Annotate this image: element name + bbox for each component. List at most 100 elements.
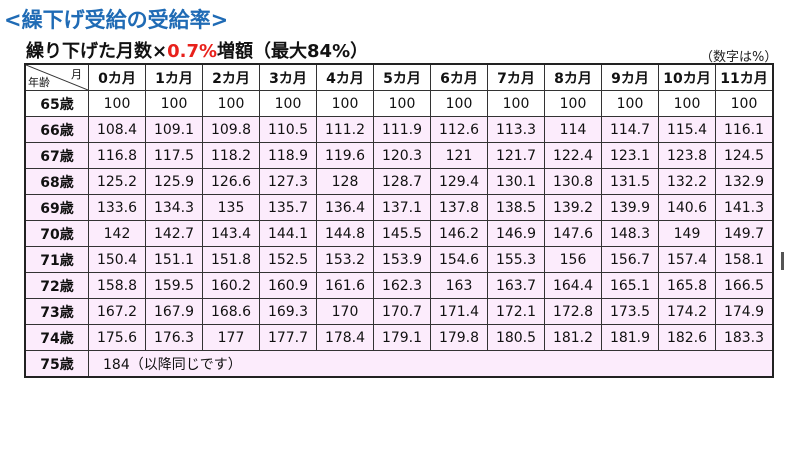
rate-cell: 160.2	[202, 272, 260, 299]
rate-cell: 145.5	[373, 220, 431, 247]
table-row: 68歳 125.2 125.9 126.6 127.3 128 128.7 129.4 130.…	[24, 168, 774, 195]
rate-cell: 139.9	[601, 194, 659, 221]
corner-age-label: 年齢	[28, 76, 50, 89]
age-label: 68歳	[24, 168, 89, 195]
rate-cell: 121	[430, 142, 488, 169]
rate-cell: 137.8	[430, 194, 488, 221]
rate-cell: 144.1	[259, 220, 317, 247]
rate-cell: 100	[658, 90, 716, 117]
rate-cell: 176.3	[145, 324, 203, 351]
rate-cell: 182.6	[658, 324, 716, 351]
table-row: 74歳 175.6 176.3 177 177.7 178.4 179.1 179.8 180.…	[24, 324, 774, 351]
rate-cell: 159.5	[145, 272, 203, 299]
rate-cell: 162.3	[373, 272, 431, 299]
rate-cell: 126.6	[202, 168, 260, 195]
rate-cell: 144.8	[316, 220, 374, 247]
rate-cell: 108.4	[88, 116, 146, 143]
rate-cell: 100	[430, 90, 488, 117]
rate-cell: 174.9	[715, 298, 774, 325]
rate-cell: 178.4	[316, 324, 374, 351]
rate-cell: 172.1	[487, 298, 545, 325]
rate-cell: 118.2	[202, 142, 260, 169]
rate-cell: 146.2	[430, 220, 488, 247]
rate-cell: 128	[316, 168, 374, 195]
rate-cell: 121.7	[487, 142, 545, 169]
rate-cell: 158.1	[715, 246, 774, 273]
rate-cell: 133.6	[88, 194, 146, 221]
diagonal-line-icon	[26, 65, 88, 90]
rate-cell: 114	[544, 116, 602, 143]
rate-highlight: 0.7%	[167, 41, 218, 62]
rate-cell: 181.9	[601, 324, 659, 351]
page-title: <繰下げ受給の受給率>	[4, 8, 229, 32]
unit-note: （数字は%）	[700, 50, 778, 65]
rate-cell: 123.1	[601, 142, 659, 169]
rate-cell: 100	[259, 90, 317, 117]
rate-cell: 170	[316, 298, 374, 325]
table-row: 67歳 116.8 117.5 118.2 118.9 119.6 120.3 121 121.…	[24, 142, 774, 169]
rate-cell: 115.4	[658, 116, 716, 143]
col-header: 2カ月	[202, 63, 260, 91]
rate-cell: 100	[202, 90, 260, 117]
rate-cell: 146.9	[487, 220, 545, 247]
rate-cell: 113.3	[487, 116, 545, 143]
rate-cell: 137.1	[373, 194, 431, 221]
table-row: 73歳 167.2 167.9 168.6 169.3 170 170.7 171.4 172.…	[24, 298, 774, 325]
rate-cell: 109.8	[202, 116, 260, 143]
age-label: 71歳	[24, 246, 89, 273]
rate-cell: 155.3	[487, 246, 545, 273]
rate-cell: 127.3	[259, 168, 317, 195]
header-row: 月 年齢 0カ月 1カ月 2カ月 3カ月 4カ月 5カ月 6カ月 7カ月 8カ月…	[24, 63, 774, 91]
rate-cell: 132.9	[715, 168, 774, 195]
rate-cell: 143.4	[202, 220, 260, 247]
rate-cell: 100	[601, 90, 659, 117]
rate-cell: 130.1	[487, 168, 545, 195]
rate-cell: 167.9	[145, 298, 203, 325]
table-row: 72歳 158.8 159.5 160.2 160.9 161.6 162.3 163 163.…	[24, 272, 774, 299]
rate-cell: 100	[373, 90, 431, 117]
rate-cell: 167.2	[88, 298, 146, 325]
rate-cell: 135	[202, 194, 260, 221]
rate-cell: 100	[316, 90, 374, 117]
rate-cell: 153.9	[373, 246, 431, 273]
rate-cell: 179.8	[430, 324, 488, 351]
rate-cell: 177.7	[259, 324, 317, 351]
table-row: 70歳 142 142.7 143.4 144.1 144.8 145.5 146.2 146.…	[24, 220, 774, 247]
rate-cell: 142	[88, 220, 146, 247]
col-header: 5カ月	[373, 63, 431, 91]
rate-cell: 165.8	[658, 272, 716, 299]
rate-cell: 111.2	[316, 116, 374, 143]
rate-cell: 141.3	[715, 194, 774, 221]
col-header: 7カ月	[487, 63, 545, 91]
table-row: 66歳 108.4 109.1 109.8 110.5 111.2 111.9 112.6 11…	[24, 116, 774, 143]
age-label: 73歳	[24, 298, 89, 325]
rate-cell: 170.7	[373, 298, 431, 325]
rate-cell: 150.4	[88, 246, 146, 273]
rate-cell: 119.6	[316, 142, 374, 169]
rate-cell: 124.5	[715, 142, 774, 169]
col-header: 3カ月	[259, 63, 317, 91]
rate-cell: 131.5	[601, 168, 659, 195]
rate-cell: 179.1	[373, 324, 431, 351]
age-label: 70歳	[24, 220, 89, 247]
max-rate-cell: 184（以降同じです）	[88, 350, 774, 378]
rate-cell: 112.6	[430, 116, 488, 143]
subtitle-suffix: 増額（最大84%）	[217, 41, 369, 62]
rate-cell: 100	[88, 90, 146, 117]
rate-cell: 169.3	[259, 298, 317, 325]
rate-cell: 172.8	[544, 298, 602, 325]
col-header: 4カ月	[316, 63, 374, 91]
col-header: 9カ月	[601, 63, 659, 91]
rate-cell: 111.9	[373, 116, 431, 143]
rate-cell: 168.6	[202, 298, 260, 325]
rate-cell: 158.8	[88, 272, 146, 299]
rate-cell: 110.5	[259, 116, 317, 143]
rate-cell: 154.6	[430, 246, 488, 273]
table-body: 65歳 100 100 100 100 100 100 100 100 100 100 100 100 6…	[24, 90, 774, 378]
col-header: 6カ月	[430, 63, 488, 91]
rate-cell: 181.2	[544, 324, 602, 351]
rate-cell: 118.9	[259, 142, 317, 169]
rate-cell: 122.4	[544, 142, 602, 169]
subtitle-prefix: 繰り下げた月数×	[26, 41, 168, 62]
rate-cell: 151.1	[145, 246, 203, 273]
